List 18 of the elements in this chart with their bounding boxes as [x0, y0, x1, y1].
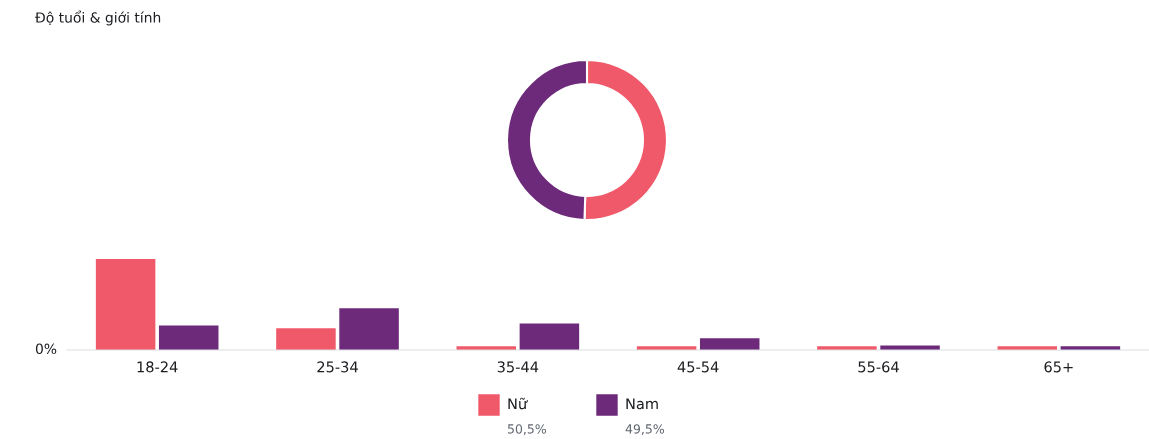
legend-label: Nam	[626, 398, 658, 410]
bar	[699, 338, 760, 350]
x-tick-label: 25-34	[317, 361, 358, 373]
chart-title: Độ tuổi & giới tính	[35, 10, 161, 26]
bar	[339, 308, 399, 350]
x-tick-label: 35-44	[497, 361, 539, 373]
text: 0%	[35, 343, 57, 355]
x-tick-label: 55-64	[858, 361, 899, 373]
x-tick-label: 65+	[1044, 361, 1073, 373]
bar	[158, 325, 219, 350]
legend-label: Nữ	[508, 397, 528, 410]
x-tick-label: 45-54	[677, 361, 719, 373]
bar	[95, 259, 156, 350]
text: 50,5%	[507, 424, 547, 435]
text: 49,5%	[625, 424, 665, 435]
x-tick-label: 18-24	[137, 361, 178, 373]
bar	[276, 328, 336, 350]
bar	[519, 323, 580, 350]
